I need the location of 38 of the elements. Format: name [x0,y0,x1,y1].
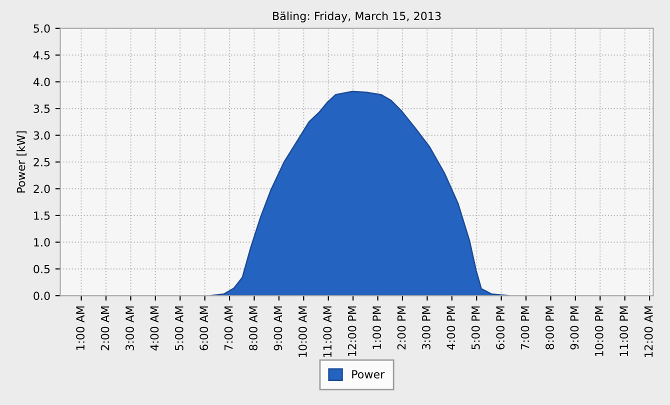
x-tick-label: 3:00 AM [126,306,134,350]
x-tick-label: 9:00 PM [570,306,579,350]
x-tick-label: 10:00 AM [298,306,307,357]
x-tick-label: 1:00 AM [76,306,85,350]
y-tick-label: 0.5 [34,264,50,274]
chart-title: Bäling: Friday, March 15, 2013 [273,12,441,22]
y-tick-label: 3.5 [34,104,50,113]
y-tick-label: 2.5 [34,158,50,166]
x-tick-label: 7:00 AM [224,306,233,350]
x-tick-label: 2:00 AM [100,306,110,350]
legend-label: Power [352,370,385,379]
x-tick-label: 1:00 PM [372,306,381,349]
y-tick-label: 4.0 [33,78,50,86]
x-tick-label: 12:00 PM [348,306,356,356]
y-tick-label: 0.0 [34,292,50,300]
y-tick-label: 2.0 [34,184,50,194]
y-tick-label: 1.5 [34,212,50,220]
x-tick-label: 7:00 PM [520,306,530,350]
y-tick-label: 3.0 [34,131,50,140]
x-tick-label: 11:00 AM [323,306,332,357]
x-tick-label: 3:00 PM [422,306,430,350]
x-tick-label: 6:00 PM [496,306,505,350]
x-tick-label: 8:00 AM [249,306,258,350]
x-tick-label: 12:00 AM [644,306,653,357]
x-tick-label: 6:00 AM [200,306,208,350]
y-tick-label: 5.0 [34,24,50,33]
x-tick-label: 4:00 AM [150,306,159,350]
y-tick-label: 4.5 [33,51,50,60]
x-tick-label: 9:00 AM [274,306,282,350]
x-tick-label: 10:00 PM [594,306,604,356]
y-tick-label: 1.0 [34,238,50,247]
y-axis-title: Power [kW] [16,131,27,193]
x-tick-label: 2:00 PM [397,306,406,350]
x-tick-label: 11:00 PM [620,306,628,356]
x-tick-label: 4:00 PM [446,306,456,350]
x-tick-label: 8:00 PM [546,306,554,350]
x-tick-label: 5:00 AM [174,306,184,350]
x-tick-label: 5:00 PM [471,306,480,350]
